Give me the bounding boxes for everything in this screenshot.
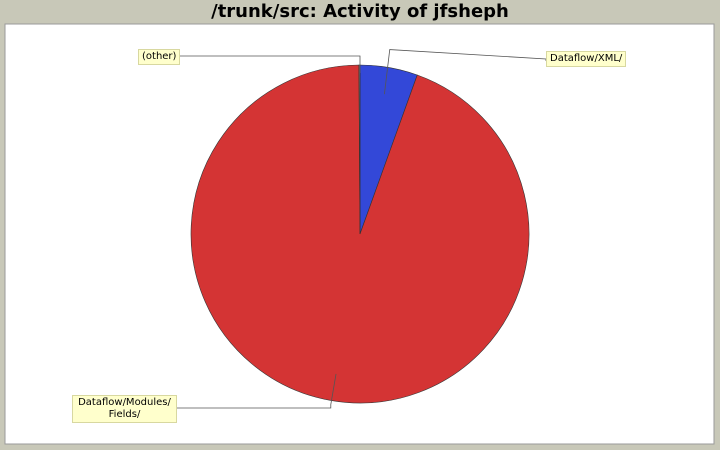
pie-slices — [190, 64, 530, 404]
leader-line-2 — [172, 55, 361, 73]
slice-label-text: Dataflow/Modules/ Fields/ — [78, 397, 171, 420]
slice-label-xml: Dataflow/XML/ — [546, 51, 627, 67]
slice-label-modules-fields: Dataflow/Modules/ Fields/ — [72, 395, 177, 423]
slice-label-text: (other) — [142, 51, 177, 62]
leader-line-1 — [170, 373, 337, 409]
slice-label-other: (other) — [138, 49, 181, 65]
slice-label-text: Dataflow/XML/ — [550, 53, 623, 64]
chart-title: /trunk/src: Activity of jfsheph — [211, 1, 509, 22]
